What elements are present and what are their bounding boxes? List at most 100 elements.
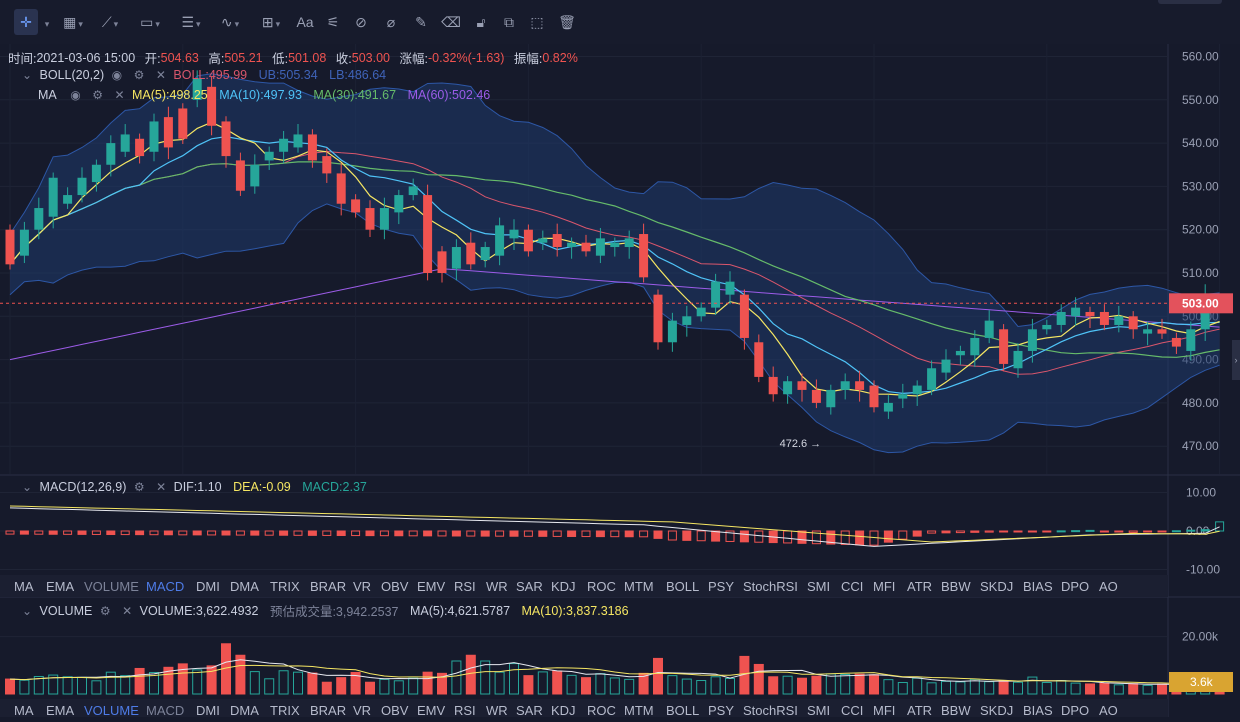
indicator-tab-brar[interactable]: BRAR [310,703,347,718]
close-icon[interactable]: ✕ [122,603,133,618]
indicator-tab-boll[interactable]: BOLL [666,579,700,594]
indicator-tab-obv[interactable]: OBV [381,703,409,718]
indicator-tab-smi[interactable]: SMI [807,703,831,718]
close-icon[interactable]: ✕ [156,479,167,494]
indicator-tab-cci[interactable]: CCI [841,703,864,718]
indicator-tab-volume[interactable]: VOLUME [84,703,139,718]
chevron-down-icon[interactable]: ▾ [44,19,50,29]
indicator-tab-sar[interactable]: SAR [516,579,543,594]
pattern-icon[interactable]: ⊘ [355,14,367,30]
tabs-background [0,699,1168,717]
settings-icon[interactable]: ⚙︎ [99,603,111,618]
indicator-tab-obv[interactable]: OBV [381,579,409,594]
indicator-tab-ema[interactable]: EMA [46,579,75,594]
lock-icon[interactable]: 🔓︎ [476,14,486,30]
indicator-tab-dmi[interactable]: DMI [196,579,220,594]
indicator-tab-trix[interactable]: TRIX [270,579,300,594]
candle-body [999,329,1009,364]
indicator-tab-dpo[interactable]: DPO [1061,579,1090,594]
indicator-tab-mfi[interactable]: MFI [873,579,896,594]
close-icon[interactable]: ✕ [155,67,166,82]
measure-icon[interactable]: ⊞ ▾ [261,14,281,30]
indicator-tab-skdj[interactable]: SKDJ [980,703,1014,718]
candle-body [883,402,893,412]
candle-body [1042,324,1052,330]
screenshot-icon[interactable]: ⬚ [530,14,544,30]
brush-icon[interactable]: ✎ [415,14,427,30]
settings-icon[interactable]: ⚙︎ [133,479,145,494]
indicator-tab-wr[interactable]: WR [486,703,508,718]
indicator-tab-cci[interactable]: CCI [841,579,864,594]
indicator-tab-dma[interactable]: DMA [230,579,259,594]
copy-icon[interactable]: ⧉ [504,14,514,30]
indicator-tab-bbw[interactable]: BBW [941,579,971,594]
indicator-tab-kdj[interactable]: KDJ [551,579,576,594]
indicator-tab-macd[interactable]: MACD [146,703,185,718]
indicator-tab-brar[interactable]: BRAR [310,579,347,594]
indicator-tab-atr[interactable]: ATR [907,579,933,594]
indicator-tab-vr[interactable]: VR [353,703,372,718]
indicator-tab-ma[interactable]: MA [14,703,34,718]
collapse-icon[interactable]: ⌄ [22,67,33,82]
eye-icon[interactable]: ◉ [111,67,123,82]
indicator-tab-stochrsi[interactable]: StochRSI [743,703,798,718]
indicator-tab-stochrsi[interactable]: StochRSI [743,579,798,594]
indicator-tab-sar[interactable]: SAR [516,703,543,718]
settings-icon[interactable]: ⚙︎ [133,67,145,82]
indicator-tab-boll[interactable]: BOLL [666,703,700,718]
ma10-value: MA(10):497.93 [219,87,302,102]
indicator-tab-psy[interactable]: PSY [708,703,735,718]
close-icon[interactable]: ✕ [114,87,125,102]
indicator-tab-wr[interactable]: WR [486,579,508,594]
indicator-tab-bias[interactable]: BIAS [1023,703,1053,718]
settings-icon[interactable]: ⚙︎ [92,87,103,102]
fib-icon[interactable]: ⚟ [326,14,340,30]
indicator-tab-macd[interactable]: MACD [146,579,185,594]
collapse-icon[interactable]: ⌄ [22,603,33,618]
eraser-icon[interactable]: ⌫ [441,14,461,30]
eye-icon[interactable]: ◉ [70,87,81,102]
indicator-tab-bbw[interactable]: BBW [941,703,971,718]
indicator-tab-volume[interactable]: VOLUME [84,579,139,594]
search-box[interactable] [1158,0,1222,4]
indicator-tab-roc[interactable]: ROC [587,703,616,718]
crosshair-icon[interactable]: ✛ [14,9,38,35]
candle-body [91,164,101,183]
indicator-tab-trix[interactable]: TRIX [270,703,300,718]
indicator-tab-rsi[interactable]: RSI [454,703,476,718]
indicator-tab-ao[interactable]: AO [1099,703,1118,718]
indicator-tab-ao[interactable]: AO [1099,579,1118,594]
indicator-tab-emv[interactable]: EMV [417,579,446,594]
indicator-tab-kdj[interactable]: KDJ [551,703,576,718]
indicator-tab-mfi[interactable]: MFI [873,703,896,718]
indicator-tab-atr[interactable]: ATR [907,703,933,718]
wave-icon[interactable]: ∿ ▾ [220,14,240,30]
indicator-tab-roc[interactable]: ROC [587,579,616,594]
chart-canvas[interactable]: 560.00550.00540.00530.00520.00510.00500.… [0,44,1240,717]
trend-line-icon[interactable]: ⟋ ▾ [101,14,119,30]
indicator-tab-vr[interactable]: VR [353,579,372,594]
volume-bar [134,667,145,695]
indicator-tab-dpo[interactable]: DPO [1061,703,1090,718]
indicator-tab-dma[interactable]: DMA [230,703,259,718]
ruler-icon[interactable]: ⌀ [386,14,396,30]
grid-icon[interactable]: ▦ ▾ [63,14,83,30]
indicator-tab-ema[interactable]: EMA [46,703,75,718]
indicator-tab-emv[interactable]: EMV [417,703,446,718]
indicator-tab-mtm[interactable]: MTM [624,703,654,718]
indicator-tab-bias[interactable]: BIAS [1023,579,1053,594]
indicator-tab-mtm[interactable]: MTM [624,579,654,594]
text-icon[interactable]: Aa [296,14,314,30]
indicator-tab-skdj[interactable]: SKDJ [980,579,1014,594]
indicator-tab-smi[interactable]: SMI [807,579,831,594]
parallel-channel-icon[interactable]: ☰ ▾ [181,14,201,30]
collapse-icon[interactable]: ⌄ [22,479,33,494]
rectangle-icon[interactable]: ▭ ▾ [140,14,160,30]
trash-icon[interactable]: 🗑︎ [558,14,576,30]
indicator-tab-psy[interactable]: PSY [708,579,735,594]
volume-bar [710,676,721,695]
scroll-right-icon[interactable]: › [1232,340,1240,380]
indicator-tab-dmi[interactable]: DMI [196,703,220,718]
indicator-tab-rsi[interactable]: RSI [454,579,476,594]
indicator-tab-ma[interactable]: MA [14,579,34,594]
